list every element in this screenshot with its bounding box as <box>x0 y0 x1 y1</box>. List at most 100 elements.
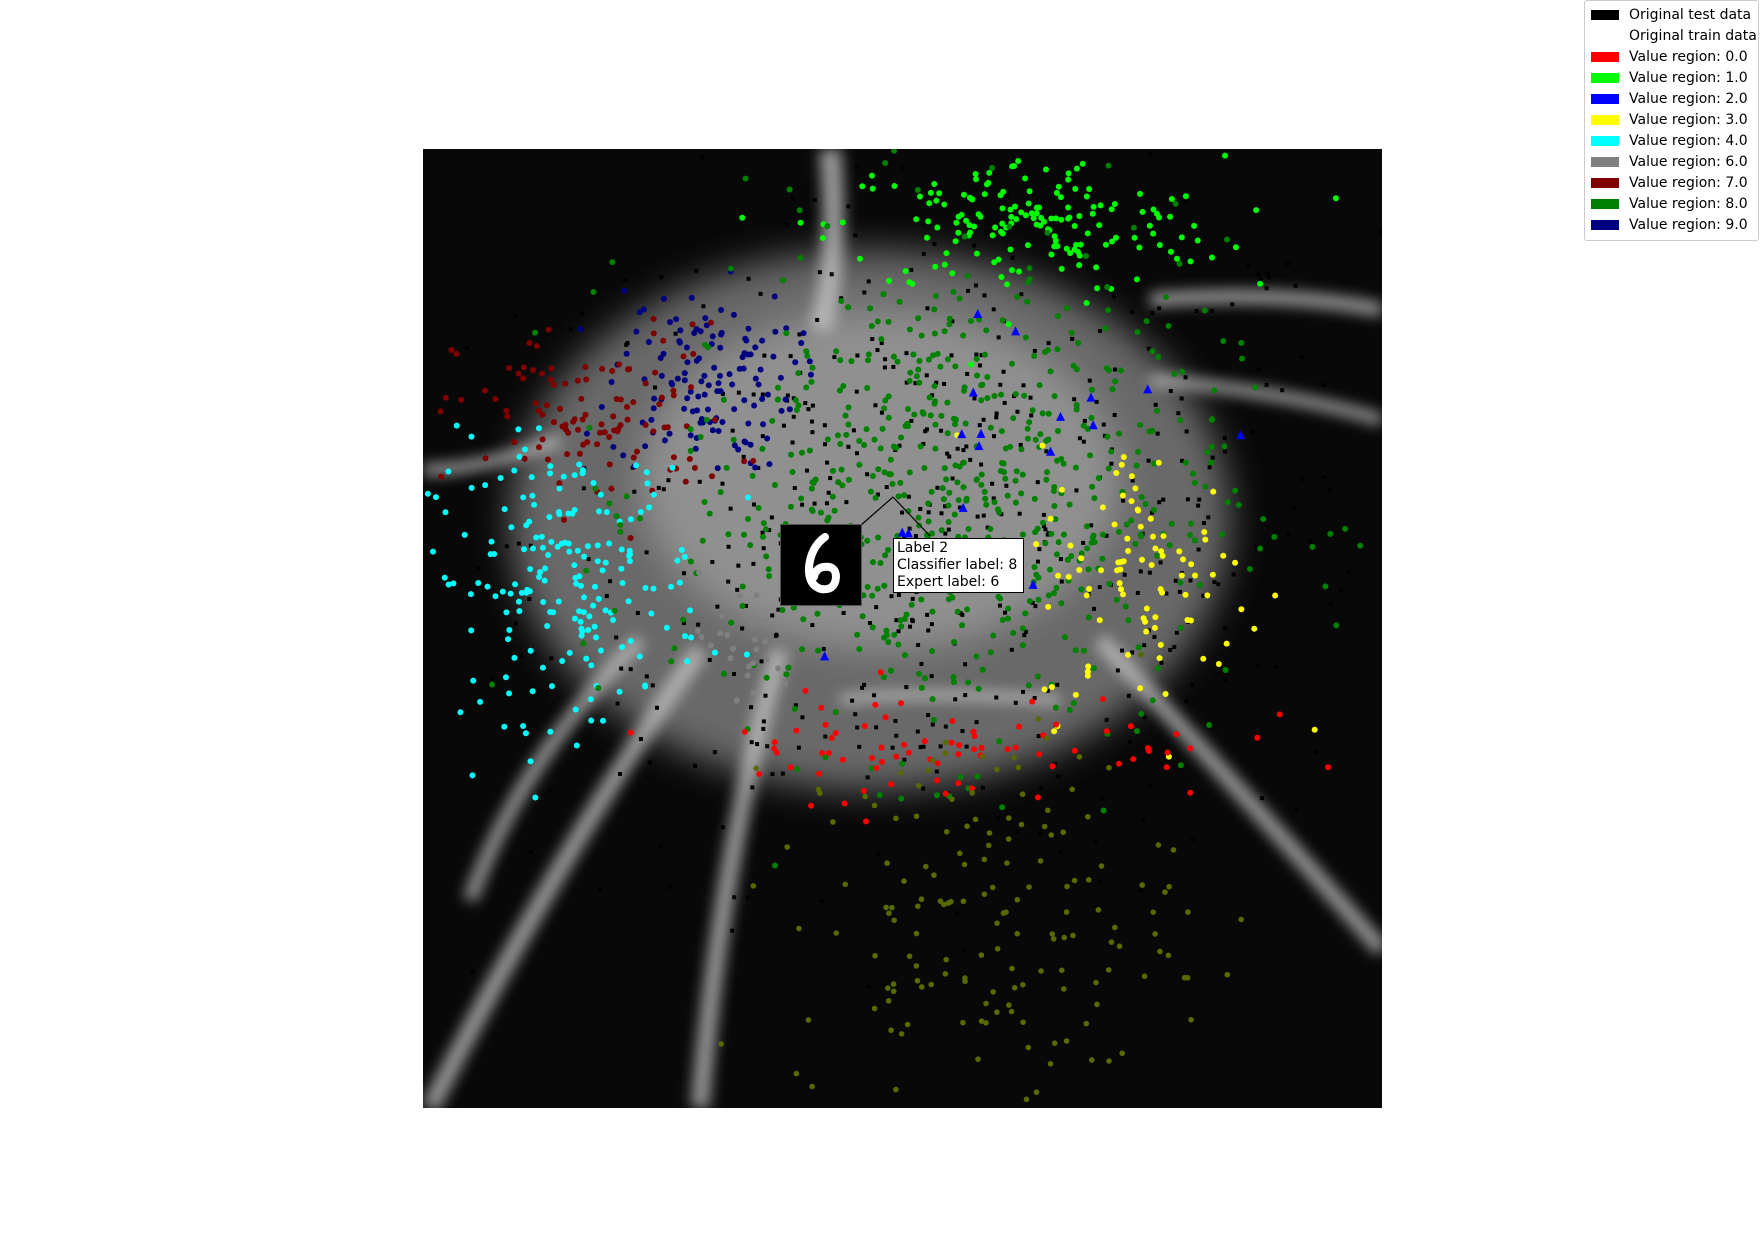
point-region-8.0 <box>946 315 953 322</box>
point-region-3.0 <box>1055 572 1062 579</box>
point-region-8.0 <box>798 495 805 502</box>
train-point <box>1011 984 1018 991</box>
point-region-4.0 <box>508 524 515 531</box>
point-region-8.0 <box>1041 349 1048 356</box>
point-region-8.0 <box>1187 532 1194 539</box>
test-point <box>1120 648 1125 653</box>
legend: Original test data Original train data Val… <box>1584 0 1759 241</box>
point-region-0.0 <box>1173 731 1180 738</box>
train-point <box>1035 716 1042 722</box>
point-region-8.0 <box>878 336 885 343</box>
point-region-4.0 <box>556 511 563 518</box>
test-point <box>1130 309 1135 314</box>
point-region-0.0 <box>873 765 880 772</box>
test-point <box>1146 458 1151 463</box>
point-region-4.0 <box>468 484 475 491</box>
point-region-1.0 <box>932 263 939 270</box>
test-point <box>992 434 997 439</box>
test-point <box>803 401 808 406</box>
test-point <box>715 604 720 609</box>
point-region-8.0 <box>1051 502 1058 509</box>
point-region-8.0 <box>856 645 863 652</box>
point-region-8.0 <box>1191 479 1198 486</box>
point-region-4.0 <box>530 545 537 552</box>
point-region-3.0 <box>1151 624 1158 631</box>
test-point <box>661 487 666 492</box>
point-region-3.0 <box>1051 728 1058 735</box>
train-point <box>981 891 988 898</box>
point-region-3.0 <box>1128 498 1135 505</box>
point-region-8.0 <box>889 480 896 487</box>
point-region-7.0 <box>550 419 557 426</box>
point-region-7.0 <box>626 365 633 372</box>
point-region-8.0 <box>1151 460 1158 467</box>
test-point <box>666 478 671 483</box>
point-region-8.0 <box>984 374 991 381</box>
test-point <box>1148 152 1153 157</box>
test-point <box>644 674 649 679</box>
point-region-1.0 <box>1024 242 1031 249</box>
point-region-8.0 <box>1073 406 1080 413</box>
point-region-9.0 <box>668 379 675 386</box>
train-point <box>943 829 950 835</box>
point-region-8.0 <box>871 436 878 443</box>
test-point <box>1223 678 1228 683</box>
point-region-8.0 <box>1073 366 1080 373</box>
test-point <box>1201 521 1206 526</box>
point-region-1.0 <box>943 250 950 257</box>
point-region-4.0 <box>499 588 506 595</box>
point-region-8.0 <box>872 494 879 501</box>
test-point <box>923 429 928 434</box>
point-region-1.0 <box>941 201 948 208</box>
point-region-8.0 <box>874 318 881 325</box>
point-region-0.0 <box>828 734 835 741</box>
point-region-8.0 <box>1039 410 1046 417</box>
test-point <box>1118 758 1123 763</box>
point-region-1.0 <box>1043 166 1050 173</box>
test-point <box>528 543 533 548</box>
point-region-1.0 <box>1012 203 1019 210</box>
point-region-4.0 <box>521 546 528 553</box>
point-region-4.0 <box>528 474 535 481</box>
point-region-8.0 <box>1219 531 1226 538</box>
point-region-8.0 <box>795 370 802 377</box>
point-region-2.0 <box>1056 411 1066 421</box>
point-region-2.0 <box>1143 384 1153 394</box>
train-point <box>889 904 895 911</box>
point-region-6.0 <box>724 632 731 639</box>
point-region-1.0 <box>1178 234 1185 241</box>
test-point <box>513 314 518 319</box>
point-region-4.0 <box>501 723 508 730</box>
test-point <box>875 348 880 353</box>
point-region-3.0 <box>1176 548 1183 555</box>
test-point <box>656 485 661 490</box>
test-point <box>991 496 996 501</box>
test-point <box>872 693 877 698</box>
train-point <box>897 769 904 776</box>
point-region-9.0 <box>648 416 655 423</box>
train-point <box>793 1070 800 1077</box>
test-point <box>1130 650 1135 655</box>
train-point <box>888 1027 894 1034</box>
test-point <box>1173 578 1178 583</box>
point-region-1.0 <box>1063 245 1070 252</box>
test-point <box>1056 774 1061 779</box>
point-region-1.0 <box>1194 237 1201 244</box>
point-region-8.0 <box>943 476 950 483</box>
point-region-8.0 <box>1155 353 1162 360</box>
point-region-1.0 <box>923 234 930 241</box>
point-region-8.0 <box>991 393 998 400</box>
point-region-7.0 <box>539 436 546 443</box>
point-region-4.0 <box>453 422 460 429</box>
train-point <box>983 1020 989 1026</box>
point-region-9.0 <box>691 329 698 336</box>
point-region-4.0 <box>544 622 551 629</box>
point-region-7.0 <box>642 380 649 387</box>
test-point <box>1183 199 1188 204</box>
point-region-7.0 <box>598 421 605 428</box>
point-region-9.0 <box>673 316 680 323</box>
legend-label: Value region: 6.0 <box>1629 153 1748 170</box>
test-point <box>994 695 999 700</box>
point-region-1.0 <box>999 220 1006 227</box>
test-point <box>1212 580 1217 585</box>
